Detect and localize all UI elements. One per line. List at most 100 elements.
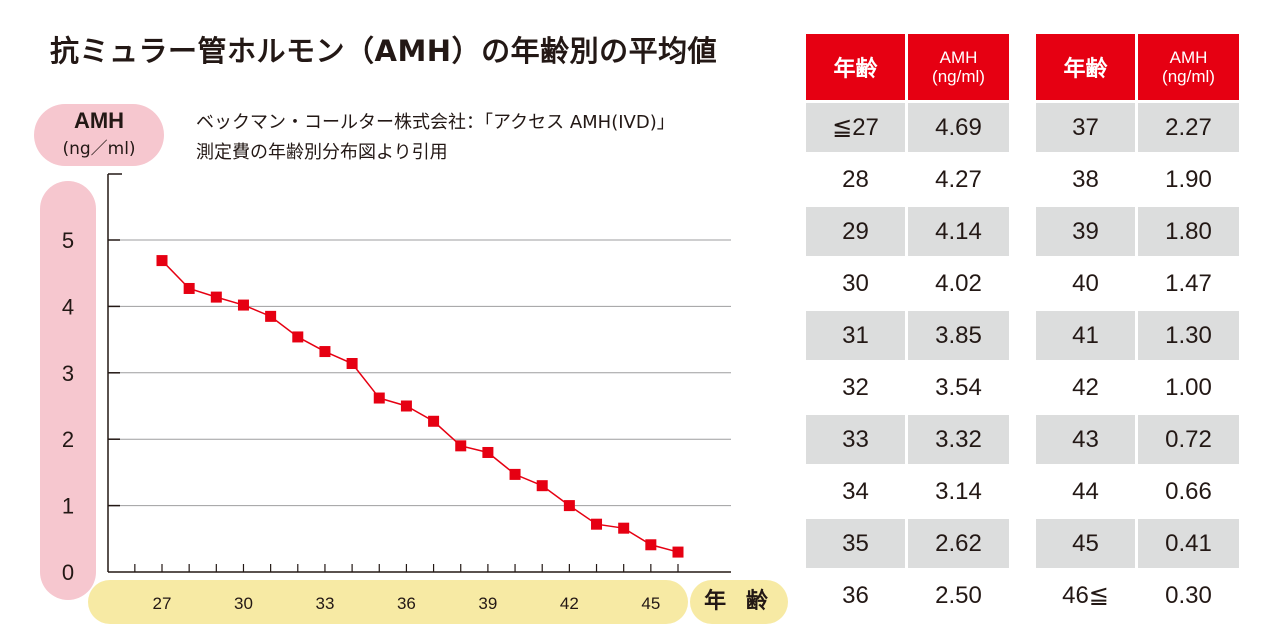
age-cell: 43 [1036, 415, 1135, 464]
table-row: 40 1.47 [1036, 259, 1239, 308]
x-tick-label: 45 [641, 594, 660, 613]
y-axis-title: AMH [73, 108, 125, 133]
age-cell: 45 [1036, 519, 1135, 568]
age-cell: 32 [806, 363, 905, 412]
y-tick-label: 2 [62, 427, 74, 452]
age-cell: 35 [806, 519, 905, 568]
amh-value-cell: 1.47 [1138, 259, 1239, 308]
age-cell: 37 [1036, 103, 1135, 152]
amh-value-cell: 3.14 [908, 467, 1009, 516]
age-cell: 31 [806, 311, 905, 360]
data-point [237, 299, 249, 311]
amh-value-cell: 1.90 [1138, 155, 1239, 204]
table-row: 43 0.72 [1036, 415, 1239, 464]
y-axis-unit: (ng／ml) [62, 139, 136, 159]
amh-value-cell: 2.27 [1138, 103, 1239, 152]
amh-value-cell: 4.14 [908, 207, 1009, 256]
amh-value-cell: 4.69 [908, 103, 1009, 152]
amh-value-cell: 1.30 [1138, 311, 1239, 360]
data-point [346, 358, 358, 370]
table-row: 39 1.80 [1036, 207, 1239, 256]
data-point [373, 392, 385, 404]
y-tick-label: 3 [62, 361, 74, 386]
y-tick-label: 4 [62, 294, 74, 319]
x-tick-label: 42 [560, 594, 579, 613]
source-line-1: ベックマン・コールター株式会社：「アクセス AMH(IVD)」 [196, 112, 675, 133]
data-point [156, 255, 168, 267]
amh-value-cell: 1.80 [1138, 207, 1239, 256]
x-tick-label: 39 [478, 594, 497, 613]
header-amh: AMH (ng/ml) [908, 34, 1009, 100]
data-point [428, 415, 440, 427]
data-point [645, 539, 657, 551]
age-cell: 42 [1036, 363, 1135, 412]
header-age: 年齢 [1036, 34, 1135, 100]
age-cell: 36 [806, 571, 905, 620]
age-cell: 34 [806, 467, 905, 516]
table-row: 36 2.50 [806, 571, 1009, 620]
table-row: 44 0.66 [1036, 467, 1239, 516]
data-point [183, 282, 195, 294]
table-row: 37 2.27 [1036, 103, 1239, 152]
data-point [210, 291, 222, 303]
age-cell: 46≦ [1036, 571, 1135, 620]
age-cell: ≦27 [806, 103, 905, 152]
table-row: 42 1.00 [1036, 363, 1239, 412]
data-point [482, 446, 494, 458]
age-cell: 30 [806, 259, 905, 308]
table-row: 30 4.02 [806, 259, 1009, 308]
table-row: ≦27 4.69 [806, 103, 1009, 152]
x-tick-label: 33 [315, 594, 334, 613]
amh-table-left: 年齢 AMH (ng/ml) ≦27 4.69 28 4.27 29 4.14 30 4.02… [803, 31, 1012, 623]
age-cell: 44 [1036, 467, 1135, 516]
amh-value-cell: 2.50 [908, 571, 1009, 620]
table-row: 32 3.54 [806, 363, 1009, 412]
source-line-2: 測定費の年齢別分布図より引用 [196, 142, 448, 163]
header-amh-label: AMH [939, 48, 978, 67]
header-age: 年齢 [806, 34, 905, 100]
table-row: 41 1.30 [1036, 311, 1239, 360]
header-amh-unit: (ng/ml) [1162, 67, 1215, 86]
table-row: 31 3.85 [806, 311, 1009, 360]
amh-value-cell: 0.41 [1138, 519, 1239, 568]
source-note: ベックマン・コールター株式会社：「アクセス AMH(IVD)」 測定費の年齢別分… [196, 108, 675, 168]
age-cell: 33 [806, 415, 905, 464]
amh-value-cell: 2.62 [908, 519, 1009, 568]
amh-value-cell: 3.85 [908, 311, 1009, 360]
data-point [319, 346, 331, 358]
header-amh-unit: (ng/ml) [932, 67, 985, 86]
table-row: 33 3.32 [806, 415, 1009, 464]
age-cell: 28 [806, 155, 905, 204]
data-point [591, 518, 603, 530]
age-cell: 39 [1036, 207, 1135, 256]
x-tick-label: 30 [234, 594, 253, 613]
table-row: 45 0.41 [1036, 519, 1239, 568]
page-title: 抗ミュラー管ホルモン（AMH）の年齢別の平均値 [50, 34, 718, 68]
table-row: 38 1.90 [1036, 155, 1239, 204]
data-point [563, 500, 575, 512]
table-row: 29 4.14 [806, 207, 1009, 256]
header-amh: AMH (ng/ml) [1138, 34, 1239, 100]
header-amh-label: AMH [1169, 48, 1208, 67]
age-cell: 29 [806, 207, 905, 256]
data-point [265, 310, 277, 322]
amh-value-cell: 4.27 [908, 155, 1009, 204]
age-cell: 40 [1036, 259, 1135, 308]
y-axis-label: AMH (ng／ml) [34, 104, 164, 166]
data-point [672, 546, 684, 558]
amh-value-cell: 3.54 [908, 363, 1009, 412]
table-row: 46≦ 0.30 [1036, 571, 1239, 620]
data-point [618, 522, 630, 534]
amh-value-cell: 0.72 [1138, 415, 1239, 464]
data-point [400, 400, 412, 412]
data-point [292, 331, 304, 343]
data-point [455, 440, 467, 452]
age-cell: 38 [1036, 155, 1135, 204]
x-tick-label: 36 [397, 594, 416, 613]
y-axis-band [40, 181, 96, 600]
y-tick-label: 0 [62, 560, 74, 585]
age-cell: 41 [1036, 311, 1135, 360]
x-axis-title: 年 齢 [690, 580, 788, 624]
amh-table-right: 年齢 AMH (ng/ml) 37 2.27 38 1.90 39 1.80 40 1.47 4… [1033, 31, 1242, 623]
